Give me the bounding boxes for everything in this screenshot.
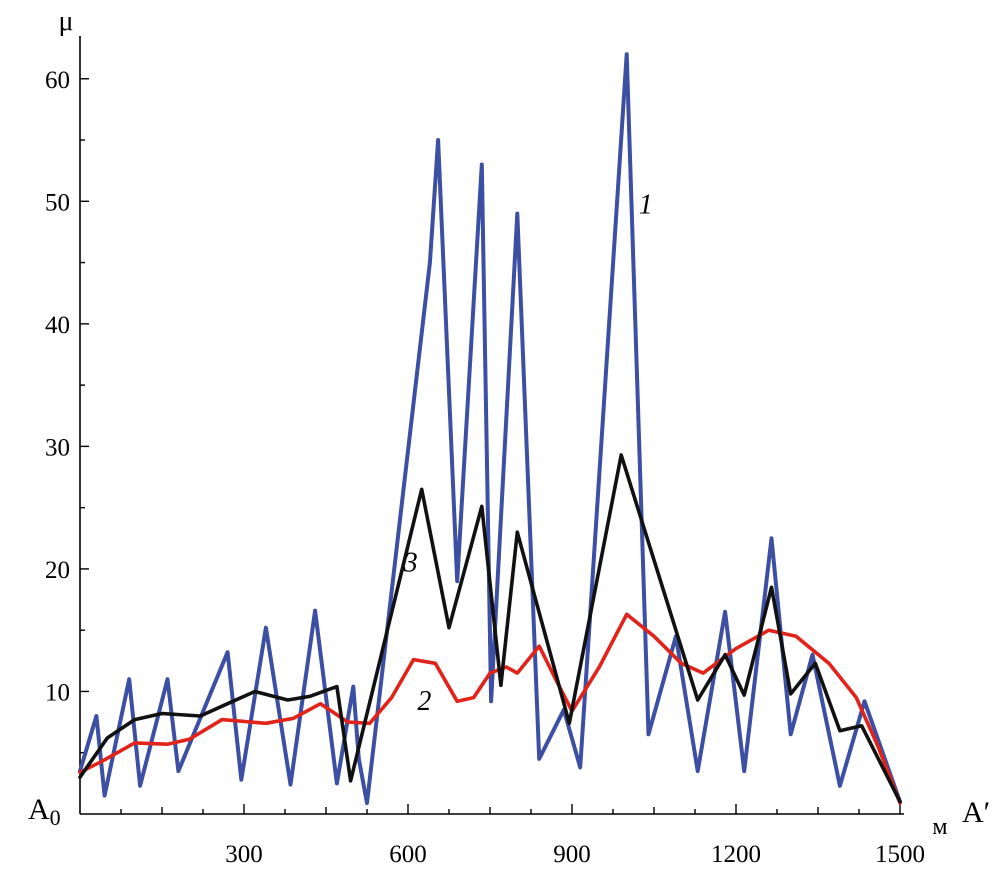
origin-point-letter: A bbox=[28, 793, 50, 826]
series-labels: 1 2 3 bbox=[403, 190, 653, 717]
x-axis-unit-label: м bbox=[932, 814, 947, 840]
origin-point-subscript: 0 bbox=[50, 805, 61, 830]
y-tick-label: 50 bbox=[45, 189, 70, 216]
x-tick-label: 900 bbox=[553, 841, 591, 868]
y-tick-label: 30 bbox=[45, 434, 70, 461]
x-tick-label: 600 bbox=[389, 841, 427, 868]
series-line-1 bbox=[78, 52, 902, 805]
y-axis-label: μ bbox=[58, 6, 73, 37]
series-group bbox=[78, 52, 902, 805]
series-line-3 bbox=[78, 453, 902, 804]
end-point-label: A′ bbox=[962, 796, 990, 829]
x-tick-label: 1500 bbox=[875, 841, 925, 868]
series-label-3: 3 bbox=[403, 547, 418, 578]
axes bbox=[79, 36, 904, 815]
series-label-1: 1 bbox=[639, 190, 653, 221]
x-tick-label: 1200 bbox=[711, 841, 761, 868]
x-tick-label: 300 bbox=[225, 841, 263, 868]
y-tick-label: 20 bbox=[45, 557, 70, 584]
origin-point-label: A0 bbox=[28, 793, 61, 830]
y-tick-label: 10 bbox=[45, 679, 70, 706]
series-label-2: 2 bbox=[417, 686, 431, 717]
y-tick-label: 40 bbox=[45, 312, 70, 339]
y-tick-label: 60 bbox=[45, 67, 70, 94]
